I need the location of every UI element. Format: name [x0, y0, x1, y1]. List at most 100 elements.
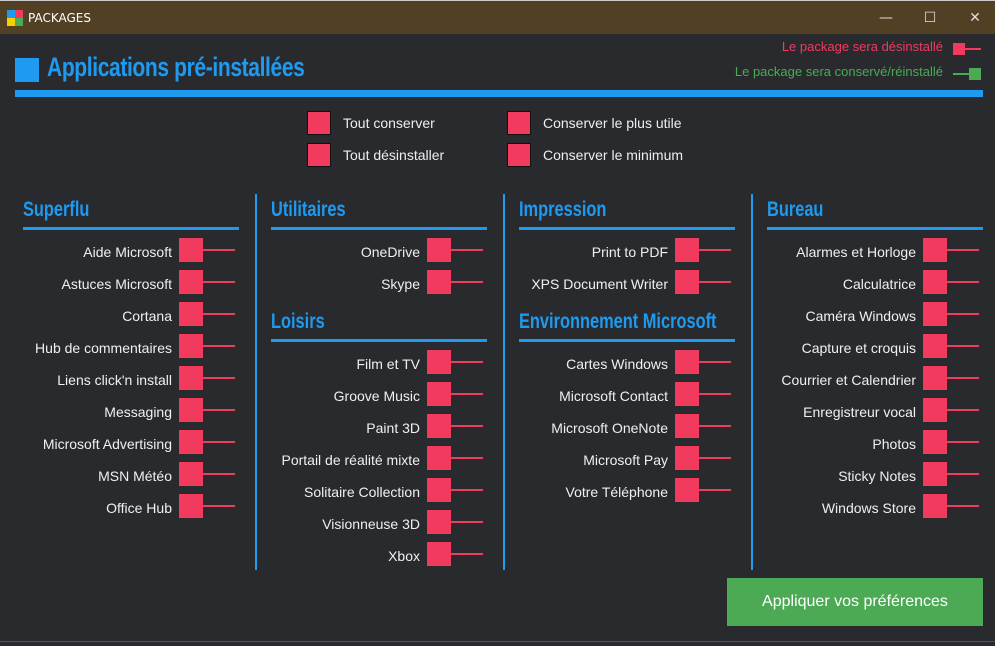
package-row[interactable]: Cortana [23, 302, 239, 334]
package-toggle[interactable] [179, 270, 203, 294]
package-toggle[interactable] [427, 382, 451, 406]
package-row[interactable]: Microsoft Advertising [23, 430, 239, 462]
option-checkbox[interactable] [307, 111, 331, 135]
package-toggle[interactable] [427, 478, 451, 502]
package-toggle[interactable] [179, 494, 203, 518]
package-row[interactable]: Enregistreur vocal [767, 398, 983, 430]
package-row[interactable]: Sticky Notes [767, 462, 983, 494]
package-toggle[interactable] [427, 542, 451, 566]
package-row[interactable]: Groove Music [271, 382, 487, 414]
package-row[interactable]: Alarmes et Horloge [767, 238, 983, 270]
package-toggle[interactable] [675, 414, 699, 438]
option-checkbox[interactable] [307, 143, 331, 167]
section: Bureau Alarmes et Horloge Calculatrice Camé… [767, 198, 983, 526]
package-row[interactable]: Portail de réalité mixte [271, 446, 487, 478]
package-label: Calculatrice [842, 276, 916, 292]
package-toggle[interactable] [427, 510, 451, 534]
package-row[interactable]: Paint 3D [271, 414, 487, 446]
toggle-line [699, 425, 731, 427]
column: Bureau Alarmes et Horloge Calculatrice Camé… [767, 198, 983, 526]
option-keep-minimum[interactable]: Conserver le minimum [507, 143, 683, 167]
toggle-line [451, 457, 483, 459]
section: Environnement Microsoft Cartes Windows Mic… [519, 310, 735, 510]
package-toggle[interactable] [675, 382, 699, 406]
package-row[interactable]: Microsoft Pay [519, 446, 735, 478]
package-row[interactable]: Capture et croquis [767, 334, 983, 366]
toggle-line [203, 473, 235, 475]
package-row[interactable]: Photos [767, 430, 983, 462]
apply-preferences-button[interactable]: Appliquer vos préférences [727, 578, 983, 626]
package-row[interactable]: Windows Store [767, 494, 983, 526]
package-row[interactable]: Skype [271, 270, 487, 302]
package-label: MSN Météo [98, 468, 172, 484]
package-row[interactable]: OneDrive [271, 238, 487, 270]
maximize-button[interactable]: ☐ [923, 10, 937, 26]
package-toggle[interactable] [427, 238, 451, 262]
minimize-button[interactable]: — [879, 10, 893, 26]
package-row[interactable]: Cartes Windows [519, 350, 735, 382]
package-label: Film et TV [356, 356, 420, 372]
package-label: Microsoft OneNote [551, 420, 668, 436]
package-toggle[interactable] [179, 366, 203, 390]
package-toggle[interactable] [427, 414, 451, 438]
package-toggle[interactable] [923, 334, 947, 358]
package-toggle[interactable] [427, 446, 451, 470]
package-toggle[interactable] [179, 462, 203, 486]
package-row[interactable]: Aide Microsoft [23, 238, 239, 270]
package-row[interactable]: Liens click'n install [23, 366, 239, 398]
option-checkbox[interactable] [507, 143, 531, 167]
package-toggle[interactable] [675, 350, 699, 374]
package-toggle[interactable] [179, 334, 203, 358]
package-toggle[interactable] [427, 350, 451, 374]
package-row[interactable]: Print to PDF [519, 238, 735, 270]
package-toggle[interactable] [923, 398, 947, 422]
package-toggle[interactable] [427, 270, 451, 294]
toggle-line [699, 489, 731, 491]
package-label: Office Hub [106, 500, 172, 516]
package-label: Enregistreur vocal [803, 404, 916, 420]
package-toggle[interactable] [923, 302, 947, 326]
package-toggle[interactable] [923, 238, 947, 262]
package-row[interactable]: Solitaire Collection [271, 478, 487, 510]
option-keep-most-useful[interactable]: Conserver le plus utile [507, 111, 682, 135]
option-checkbox[interactable] [507, 111, 531, 135]
package-toggle[interactable] [179, 302, 203, 326]
toggle-line [451, 553, 483, 555]
package-row[interactable]: XPS Document Writer [519, 270, 735, 302]
package-row[interactable]: Office Hub [23, 494, 239, 526]
package-row[interactable]: Microsoft OneNote [519, 414, 735, 446]
package-row[interactable]: Xbox [271, 542, 487, 574]
package-row[interactable]: Caméra Windows [767, 302, 983, 334]
package-row[interactable]: Courrier et Calendrier [767, 366, 983, 398]
package-row[interactable]: Film et TV [271, 350, 487, 382]
package-toggle[interactable] [179, 238, 203, 262]
package-row[interactable]: Microsoft Contact [519, 382, 735, 414]
package-toggle[interactable] [675, 238, 699, 262]
package-toggle[interactable] [923, 494, 947, 518]
package-row[interactable]: Calculatrice [767, 270, 983, 302]
toggle-line [451, 489, 483, 491]
option-keep-all[interactable]: Tout conserver [307, 111, 435, 135]
package-label: Paint 3D [366, 420, 420, 436]
toggle-line [203, 441, 235, 443]
package-row[interactable]: Messaging [23, 398, 239, 430]
package-label: Aide Microsoft [83, 244, 172, 260]
package-toggle[interactable] [179, 398, 203, 422]
package-toggle[interactable] [179, 430, 203, 454]
option-uninstall-all[interactable]: Tout désinstaller [307, 143, 444, 167]
package-toggle[interactable] [923, 366, 947, 390]
package-toggle[interactable] [675, 446, 699, 470]
toggle-line [451, 393, 483, 395]
package-row[interactable]: Visionneuse 3D [271, 510, 487, 542]
close-button[interactable]: ✕ [969, 10, 981, 26]
package-toggle[interactable] [675, 270, 699, 294]
package-label: Caméra Windows [805, 308, 916, 324]
package-toggle[interactable] [675, 478, 699, 502]
package-row[interactable]: Votre Téléphone [519, 478, 735, 510]
package-toggle[interactable] [923, 270, 947, 294]
package-toggle[interactable] [923, 462, 947, 486]
package-row[interactable]: MSN Météo [23, 462, 239, 494]
package-row[interactable]: Hub de commentaires [23, 334, 239, 366]
package-row[interactable]: Astuces Microsoft [23, 270, 239, 302]
package-toggle[interactable] [923, 430, 947, 454]
